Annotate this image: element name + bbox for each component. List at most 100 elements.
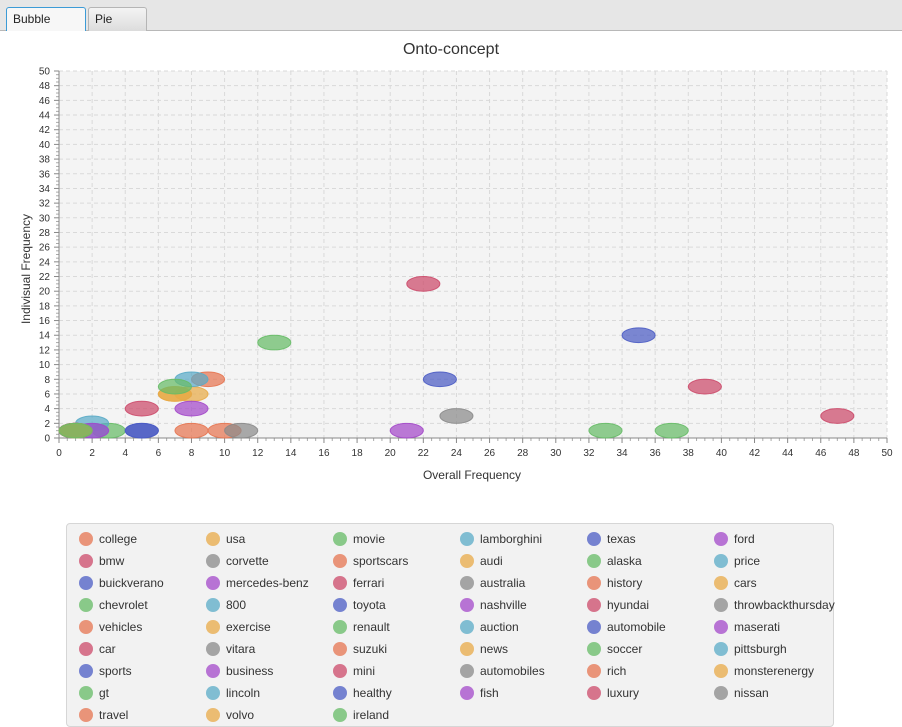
legend-swatch [714, 554, 728, 568]
legend-swatch [460, 532, 474, 546]
bubbles [58, 276, 855, 439]
legend-swatch [587, 598, 601, 612]
x-tick-label: 2 [89, 448, 95, 459]
legend-label: throwbackthursday [734, 598, 835, 612]
x-tick-label: 16 [318, 448, 330, 459]
legend-swatch [333, 576, 347, 590]
legend-label: lamborghini [480, 532, 543, 546]
y-tick-label: 42 [39, 125, 51, 136]
legend-swatch [79, 642, 93, 656]
legend-label: vitara [226, 642, 256, 656]
y-tick-label: 26 [39, 243, 51, 254]
legend-swatch [460, 576, 474, 590]
y-tick-label: 48 [39, 81, 51, 92]
legend-swatch [587, 642, 601, 656]
bubble-ireland [58, 422, 93, 439]
legend-label: suzuki [353, 642, 388, 656]
tab-pie-chart[interactable]: Pie Chart [88, 7, 147, 48]
grid-lines [59, 70, 888, 438]
legend-label: rich [607, 664, 627, 678]
x-tick-label: 50 [881, 448, 893, 459]
legend-swatch [587, 686, 601, 700]
legend-label: toyota [353, 598, 386, 612]
x-tick-label: 10 [219, 448, 231, 459]
bubble-mercedes-benz [389, 422, 424, 439]
legend-swatch [333, 620, 347, 634]
bubble-car [687, 378, 722, 395]
legend-label: pittsburgh [734, 642, 787, 656]
x-tick-label: 20 [385, 448, 397, 459]
y-tick-label: 30 [39, 213, 51, 224]
legend-swatch [460, 598, 474, 612]
legend-swatch [714, 532, 728, 546]
legend-label: usa [226, 532, 246, 546]
legend-swatch [206, 532, 220, 546]
x-tick-label: 6 [156, 448, 162, 459]
x-tick-label: 46 [815, 448, 827, 459]
x-axis-label: Overall Frequency [423, 468, 521, 482]
y-tick-label: 8 [44, 375, 50, 386]
x-tick-label: 4 [122, 448, 128, 459]
x-tick-label: 32 [583, 448, 595, 459]
legend-label: sportscars [353, 554, 409, 568]
legend-label: business [226, 664, 274, 678]
y-tick-label: 14 [39, 331, 51, 342]
legend-swatch [714, 664, 728, 678]
legend-swatch [206, 664, 220, 678]
legend-swatch [333, 664, 347, 678]
legend-swatch [587, 620, 601, 634]
x-tick-label: 18 [352, 448, 364, 459]
legend-swatch [79, 708, 93, 722]
x-tick-label: 40 [716, 448, 728, 459]
legend-label: luxury [607, 686, 640, 700]
y-tick-label: 6 [44, 389, 50, 400]
legend-swatch [333, 686, 347, 700]
legend-label: automobiles [480, 664, 545, 678]
legend-label: mercedes-benz [226, 576, 309, 590]
axes: 0 2 4 6 8 10 12 14 16 18 20 22 24 26 28 30 32 34 36 38 40 42 4… [39, 67, 893, 460]
legend-label: buickverano [99, 576, 164, 590]
legend-label: vehicles [99, 620, 143, 634]
legend-label: sports [99, 664, 132, 678]
legend-label: renault [353, 620, 390, 634]
legend-swatch [206, 642, 220, 656]
bubble-toyota [422, 371, 457, 388]
x-tick-label: 0 [56, 448, 62, 459]
bubble-sports [124, 422, 159, 439]
x-tick-label: 28 [517, 448, 529, 459]
bubble-chevrolet [257, 334, 292, 351]
legend-swatch [333, 554, 347, 568]
legend-swatch [460, 554, 474, 568]
y-tick-label: 40 [39, 140, 51, 151]
legend-label: ford [734, 532, 755, 546]
legend-label: car [99, 642, 116, 656]
legend-label: movie [353, 532, 386, 546]
x-tick-label: 26 [484, 448, 496, 459]
legend-label: australia [480, 576, 526, 590]
chart-title: Onto-concept [403, 41, 500, 58]
legend-swatch [206, 620, 220, 634]
legend-label: price [734, 554, 761, 568]
tab-bubble-chart[interactable]: Bubble Chart [6, 7, 86, 48]
legend-swatch [79, 576, 93, 590]
legend-label: nissan [734, 686, 769, 700]
y-tick-label: 32 [39, 199, 51, 210]
x-tick-label: 34 [616, 448, 628, 459]
legend-label: lincoln [226, 686, 261, 700]
legend-label: travel [99, 708, 129, 722]
x-tick-label: 24 [451, 448, 463, 459]
x-tick-label: 44 [782, 448, 794, 459]
x-tick-label: 48 [848, 448, 860, 459]
y-tick-label: 10 [39, 360, 51, 371]
legend-swatch [333, 532, 347, 546]
legend-label: bmw [99, 554, 125, 568]
x-tick-label: 42 [749, 448, 761, 459]
y-tick-label: 22 [39, 272, 51, 283]
legend-swatch [714, 598, 728, 612]
y-tick-label: 44 [39, 111, 51, 122]
legend-swatch [206, 686, 220, 700]
chart-panel: 0 2 4 6 8 10 12 14 16 18 20 22 24 26 28 30 32 34 36 38 40 42 4… [0, 31, 902, 727]
y-tick-label: 28 [39, 228, 51, 239]
x-tick-label: 36 [650, 448, 662, 459]
legend-swatch [714, 576, 728, 590]
